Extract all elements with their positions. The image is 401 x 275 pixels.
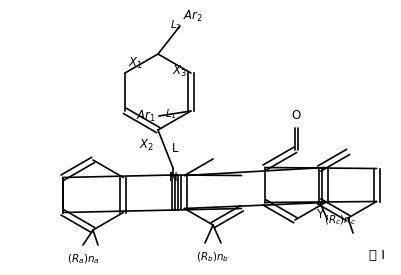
Text: $Ar_2$: $Ar_2$ (183, 9, 203, 24)
Text: $L_1$: $L_1$ (165, 107, 177, 121)
Text: $X_2$: $X_2$ (139, 138, 154, 153)
Text: $(R_a)n_a$: $(R_a)n_a$ (67, 252, 99, 266)
Text: Y: Y (316, 208, 323, 221)
Text: $Ar_1$: $Ar_1$ (136, 108, 156, 123)
Text: $X_3$: $X_3$ (172, 64, 187, 79)
Text: L: L (172, 142, 178, 155)
Text: $L_2$: $L_2$ (170, 18, 182, 32)
Text: N: N (169, 171, 177, 184)
Text: O: O (292, 109, 301, 122)
Text: $X_1$: $X_1$ (128, 56, 143, 71)
Text: $(R_c)n_c$: $(R_c)n_c$ (324, 213, 356, 227)
Text: 式 I: 式 I (369, 249, 385, 262)
Text: $(R_b)n_b$: $(R_b)n_b$ (196, 250, 229, 264)
